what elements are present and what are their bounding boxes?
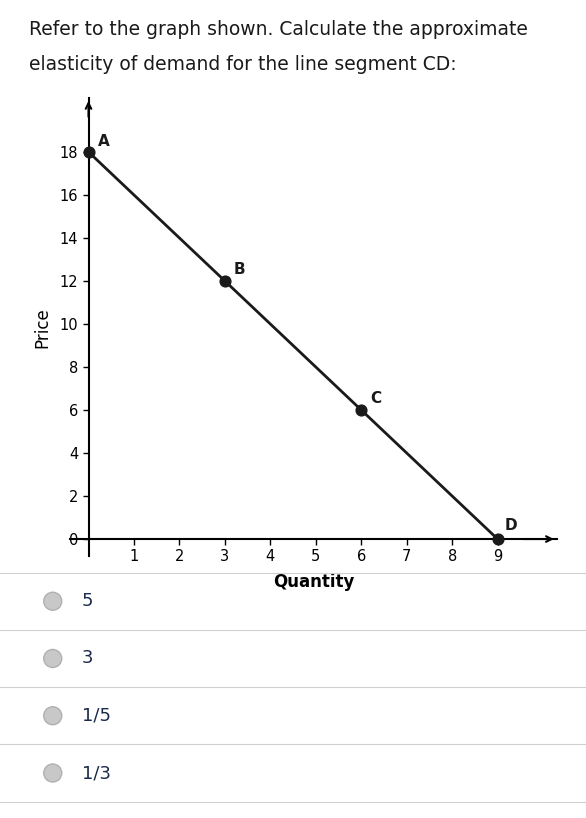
Y-axis label: Price: Price xyxy=(33,307,51,348)
Point xyxy=(220,274,230,287)
Text: Refer to the graph shown. Calculate the approximate: Refer to the graph shown. Calculate the … xyxy=(29,20,528,39)
Text: 1/5: 1/5 xyxy=(82,707,111,725)
Text: D: D xyxy=(505,518,517,533)
Text: 5: 5 xyxy=(82,592,94,610)
Text: 3: 3 xyxy=(82,649,94,667)
Point xyxy=(84,146,93,159)
Text: 1/3: 1/3 xyxy=(82,764,111,782)
Point xyxy=(493,533,502,546)
Text: elasticity of demand for the line segment CD:: elasticity of demand for the line segmen… xyxy=(29,55,457,74)
X-axis label: Quantity: Quantity xyxy=(273,573,354,591)
Text: B: B xyxy=(234,262,246,276)
Text: C: C xyxy=(370,391,381,406)
Text: A: A xyxy=(98,133,110,149)
Point xyxy=(356,403,366,416)
